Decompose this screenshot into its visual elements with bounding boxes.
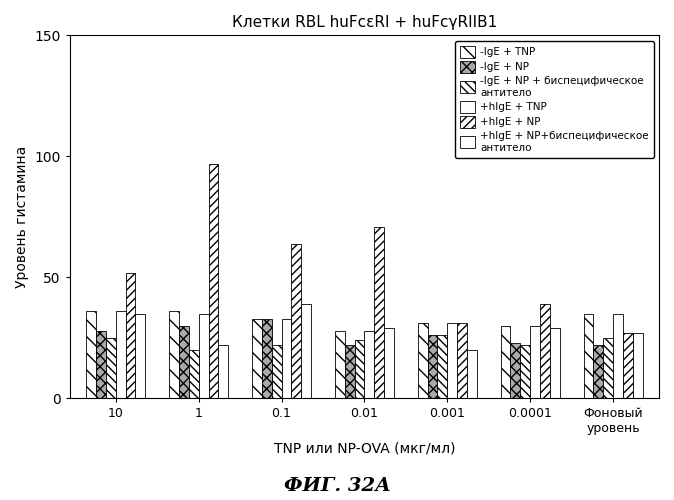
- Bar: [437, 336, 448, 398]
- Bar: [550, 328, 560, 398]
- Title: Клетки RBL huFcεRI + huFcγRIIB1: Клетки RBL huFcεRI + huFcγRIIB1: [232, 15, 497, 30]
- Bar: [282, 318, 291, 398]
- Bar: [301, 304, 311, 398]
- Bar: [418, 324, 427, 398]
- Bar: [272, 345, 282, 399]
- Bar: [467, 350, 477, 399]
- Bar: [584, 314, 594, 398]
- Bar: [634, 333, 643, 398]
- Bar: [179, 326, 189, 398]
- Bar: [189, 350, 199, 399]
- Bar: [291, 244, 301, 398]
- Bar: [384, 328, 394, 398]
- Bar: [344, 345, 355, 399]
- Bar: [501, 326, 510, 398]
- Bar: [594, 345, 603, 399]
- Bar: [115, 312, 125, 398]
- Bar: [218, 345, 228, 399]
- Bar: [520, 345, 530, 399]
- Bar: [530, 326, 541, 398]
- Bar: [458, 324, 467, 398]
- X-axis label: TNP или NP-OVA (мкг/мл): TNP или NP-OVA (мкг/мл): [274, 441, 455, 455]
- Bar: [375, 226, 384, 398]
- Y-axis label: Уровень гистамина: Уровень гистамина: [15, 146, 29, 288]
- Bar: [448, 324, 458, 398]
- Bar: [251, 318, 262, 398]
- Bar: [86, 312, 96, 398]
- Bar: [334, 330, 344, 398]
- Bar: [427, 336, 437, 398]
- Legend: -IgE + TNP, -IgE + NP, -IgE + NP + биспецифическое
антитело, +hIgE + TNP, +hIgE : -IgE + TNP, -IgE + NP, -IgE + NP + биспе…: [455, 40, 654, 158]
- Bar: [208, 164, 218, 398]
- Bar: [355, 340, 365, 398]
- Bar: [106, 338, 115, 398]
- Text: ФИГ. 32А: ФИГ. 32А: [284, 477, 390, 495]
- Bar: [135, 314, 146, 398]
- Bar: [96, 330, 106, 398]
- Bar: [541, 304, 550, 398]
- Bar: [168, 312, 179, 398]
- Bar: [262, 318, 272, 398]
- Bar: [603, 338, 613, 398]
- Bar: [510, 342, 520, 398]
- Bar: [199, 314, 208, 398]
- Bar: [623, 333, 634, 398]
- Bar: [613, 314, 623, 398]
- Bar: [125, 272, 135, 398]
- Bar: [365, 330, 375, 398]
